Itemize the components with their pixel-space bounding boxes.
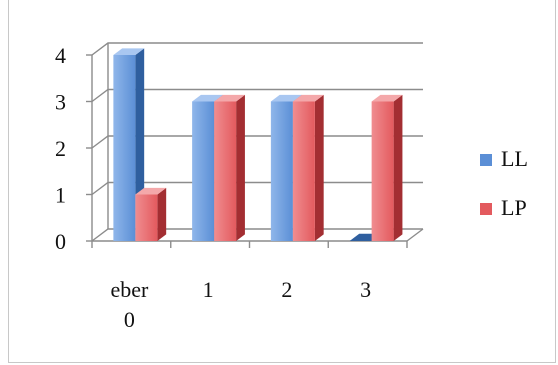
bar-ll-1-front bbox=[192, 101, 215, 241]
y-tick-label: 2 bbox=[55, 136, 66, 161]
bar-lp-0-side bbox=[157, 187, 167, 241]
bar-lp-2-top bbox=[292, 94, 324, 102]
bar-ll-0-top bbox=[113, 48, 145, 55]
x-tick-label: 1 bbox=[203, 277, 214, 302]
bar-lp-0 bbox=[135, 187, 167, 241]
y-tick-label: 1 bbox=[55, 183, 66, 208]
bar-lp-1-side bbox=[236, 94, 245, 242]
bar-lp-2 bbox=[292, 94, 324, 242]
bar-ll-0-front bbox=[113, 55, 136, 241]
bar-ll-1-top bbox=[192, 94, 223, 102]
bar-lp-3-top bbox=[371, 94, 403, 102]
y-tick-label: 3 bbox=[55, 90, 66, 115]
bar-ll-2-top bbox=[270, 94, 302, 102]
bar-lp-2-side bbox=[314, 94, 324, 242]
x-tick-label: 3 bbox=[360, 277, 371, 302]
chart-walls bbox=[91, 42, 109, 56]
legend: LL LP bbox=[480, 146, 528, 220]
bar-lp-0-front bbox=[135, 194, 158, 241]
x-tick-label: eber 0 bbox=[110, 277, 149, 332]
bar-lp-3-front bbox=[371, 101, 394, 241]
y-tick-label: 4 bbox=[55, 43, 66, 68]
bar-lp-1-front bbox=[214, 101, 237, 241]
legend-label-ll: LL bbox=[501, 146, 528, 171]
bar-lp-1 bbox=[214, 94, 245, 242]
legend-swatch-ll bbox=[480, 154, 492, 166]
y-tick-labels: 0 1 2 3 4 bbox=[55, 43, 66, 254]
legend-swatch-lp bbox=[480, 203, 492, 215]
bars bbox=[113, 48, 403, 242]
bar-lp-1-top bbox=[214, 94, 245, 102]
floor-right-edge bbox=[406, 228, 424, 242]
bar-lp-2-front bbox=[292, 101, 315, 241]
bar-ll-2-front bbox=[270, 101, 293, 241]
legend-label-lp: LP bbox=[501, 195, 527, 220]
x-tick-labels: eber 0 1 2 3 bbox=[110, 277, 371, 332]
bar-lp-0-top bbox=[135, 187, 167, 195]
x-tick-label: 2 bbox=[281, 277, 292, 302]
y-tick-label: 0 bbox=[55, 229, 66, 254]
wall-top-edge bbox=[91, 42, 109, 56]
bar-lp-3-side bbox=[393, 94, 403, 242]
bar-lp-3 bbox=[371, 94, 403, 242]
